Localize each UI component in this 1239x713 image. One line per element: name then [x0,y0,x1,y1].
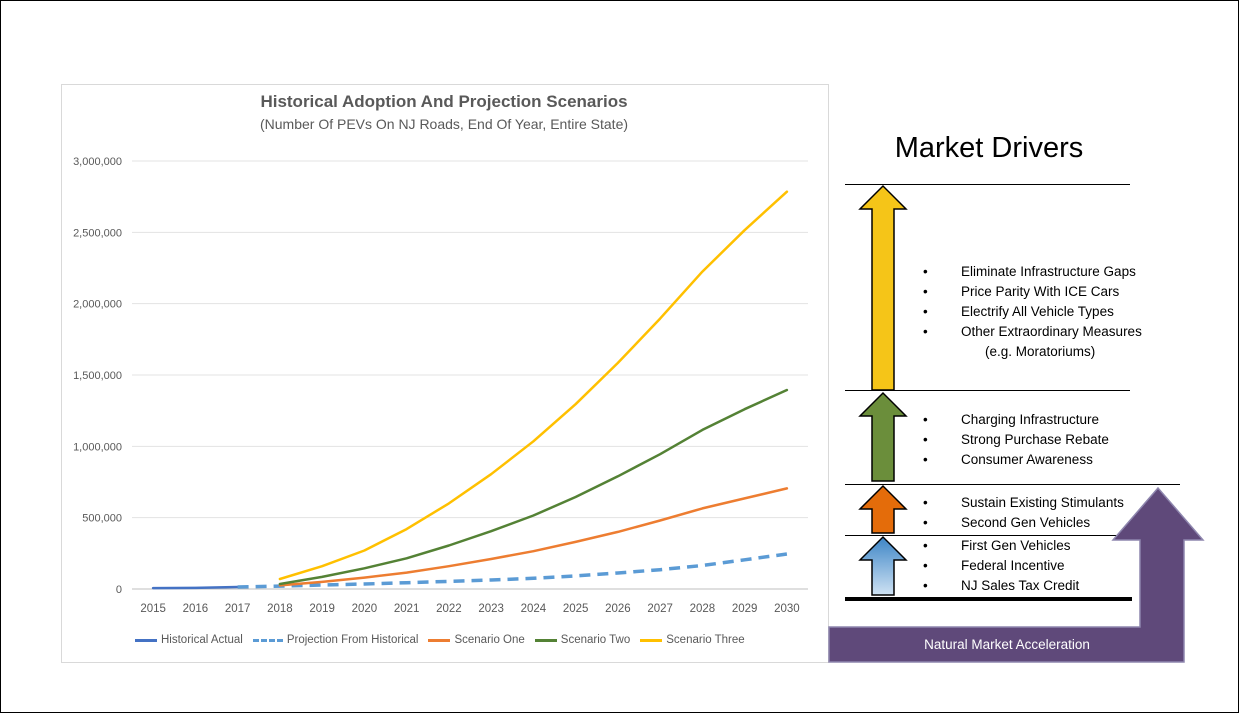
legend-swatch [252,638,283,642]
list-item: • Second Gen Vehicles [923,515,1091,530]
list-item: • Electrify All Vehicle Types [923,304,1114,319]
natural-market-acceleration-label: Natural Market Acceleration [924,636,1090,652]
x-tick-label: 2016 [183,603,209,615]
list-item: • First Gen Vehicles [923,538,1071,553]
series-line [278,487,789,587]
tier-divider-top [845,184,1130,185]
legend-item: Historical Actual [135,634,243,646]
list-item: • Other Extraordinary Measures [923,324,1142,339]
list-item: • Eliminate Infrastructure Gaps [923,264,1136,279]
green-tier-list: • Charging Infrastructure • Strong Purchas… [923,410,1109,470]
legend-label: Scenario Three [666,634,745,646]
legend-item: Scenario One [428,634,525,646]
list-item: • Consumer Awareness [923,452,1093,467]
legend-item: Scenario Two [534,634,631,646]
series-line [151,585,239,590]
x-tick-label: 2029 [732,603,758,615]
x-tick-label: 2017 [225,603,251,615]
series-line [237,552,788,589]
y-tick-label: 1,500,000 [73,370,122,382]
x-tick-label: 2025 [563,603,589,615]
x-tick-label: 2023 [478,603,504,615]
yellow-tier-list: • Eliminate Infrastructure Gaps • Price Pa… [923,262,1142,362]
legend-item: Scenario Three [640,634,745,646]
tier-divider-green-orange [845,484,1180,485]
legend-swatch [640,638,663,642]
list-item: • Sustain Existing Stimulants [923,495,1124,510]
tier-baseline [845,597,1132,601]
y-tick-label: 1,000,000 [73,441,122,453]
x-tick-label: 2015 [140,603,166,615]
legend-swatch [135,638,157,642]
list-item: • Federal Incentive [923,558,1065,573]
series-line [278,190,789,581]
y-tick-label: 3,000,000 [73,156,122,168]
y-tick-label: 2,000,000 [73,299,122,311]
legend-label: Scenario One [454,634,525,646]
list-item: • Strong Purchase Rebate [923,432,1109,447]
x-tick-label: 2021 [394,603,420,615]
legend-label: Scenario Two [560,634,631,646]
x-tick-label: 2019 [309,603,335,615]
series-line [278,388,789,586]
tier-divider-yellow-green [845,390,1130,391]
chart-subtitle: (Number Of PEVs On NJ Roads, End Of Year… [259,116,629,132]
chart-title: Historical Adoption And Projection Scena… [260,92,628,111]
x-tick-label: 2027 [647,603,673,615]
x-tick-label: 2026 [605,603,631,615]
legend-label: Historical Actual [161,634,243,646]
x-tick-label: 2018 [267,603,293,615]
list-item: • Charging Infrastructure [923,412,1100,427]
x-tick-label: 2020 [352,603,378,615]
x-tick-label: 2024 [521,603,547,615]
x-tick-label: 2030 [774,603,800,615]
x-tick-label: 2022 [436,603,462,615]
list-item: • NJ Sales Tax Credit [923,578,1080,593]
blue-tier-list: • First Gen Vehicles • Federal Incentive •… [923,536,1079,596]
y-tick-label: 2,500,000 [73,227,122,239]
y-tick-label: 500,000 [82,513,122,525]
list-item: • Price Parity With ICE Cars [923,284,1120,299]
orange-tier-list: • Sustain Existing Stimulants • Second Gen… [923,493,1124,533]
x-tick-label: 2028 [690,603,716,615]
legend-swatch [534,638,557,642]
y-tick-label: 0 [116,584,122,596]
chart-legend: Historical Actual Projection From Histori… [135,630,795,650]
list-item-sub: (e.g. Moratoriums) [985,344,1096,359]
legend-swatch [428,638,451,642]
market-drivers-title: Market Drivers [894,132,1084,164]
legend-item: Projection From Historical [252,634,419,646]
legend-label: Projection From Historical [286,634,419,646]
